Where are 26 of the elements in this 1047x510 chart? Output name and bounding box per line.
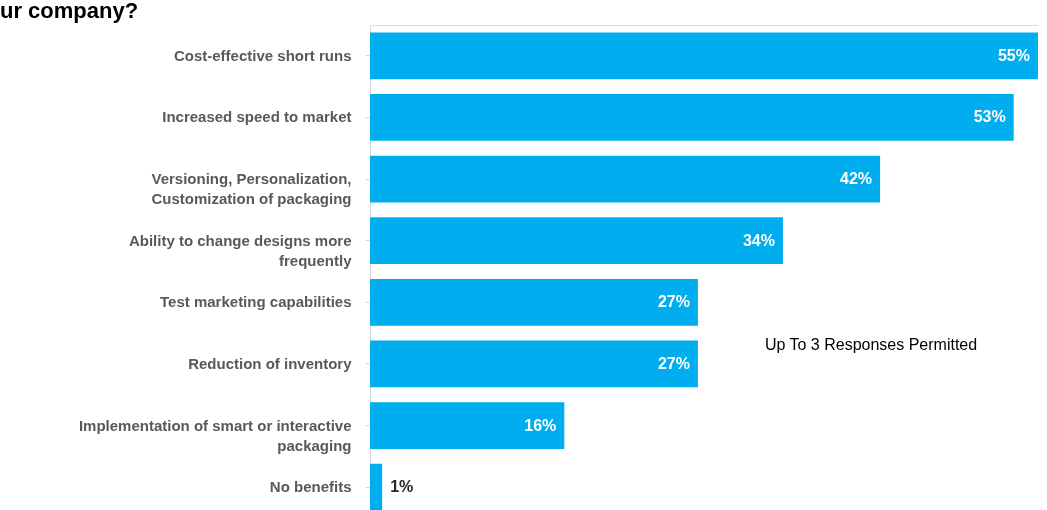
bar	[370, 217, 783, 265]
data-label: 27%	[657, 293, 690, 311]
y-tick-label: Cost-effective short runs	[173, 46, 352, 64]
y-tick-label: No benefits	[269, 478, 352, 496]
bar	[370, 340, 698, 388]
bar	[370, 463, 383, 510]
bar	[370, 402, 565, 449]
data-label: 27%	[657, 354, 690, 372]
y-tick-label: Increased speed to market	[162, 108, 352, 126]
y-tick-label: Versioning, Personalization, Customization of packaging	[151, 170, 352, 208]
data-label: 1%	[390, 478, 414, 496]
bar	[370, 278, 698, 326]
y-tick-label: Implementation of smart or interactive packaging	[78, 416, 352, 454]
y-tick-label: Reduction of inventory	[188, 354, 353, 372]
y-tick-label: Ability to change designs more frequently	[128, 231, 353, 269]
data-label: 42%	[840, 170, 873, 188]
data-label: 55%	[997, 46, 1030, 64]
y-tick-label: Test marketing capabilities	[160, 293, 352, 311]
data-label: 34%	[742, 231, 775, 249]
annotation: Up To 3 Responses Permitted	[764, 336, 978, 354]
bar	[370, 155, 881, 203]
bar	[370, 32, 1038, 80]
data-label: 16%	[524, 416, 557, 434]
text: ur company?	[0, 0, 139, 23]
data-label: 53%	[973, 108, 1006, 126]
bar	[370, 94, 1014, 141]
